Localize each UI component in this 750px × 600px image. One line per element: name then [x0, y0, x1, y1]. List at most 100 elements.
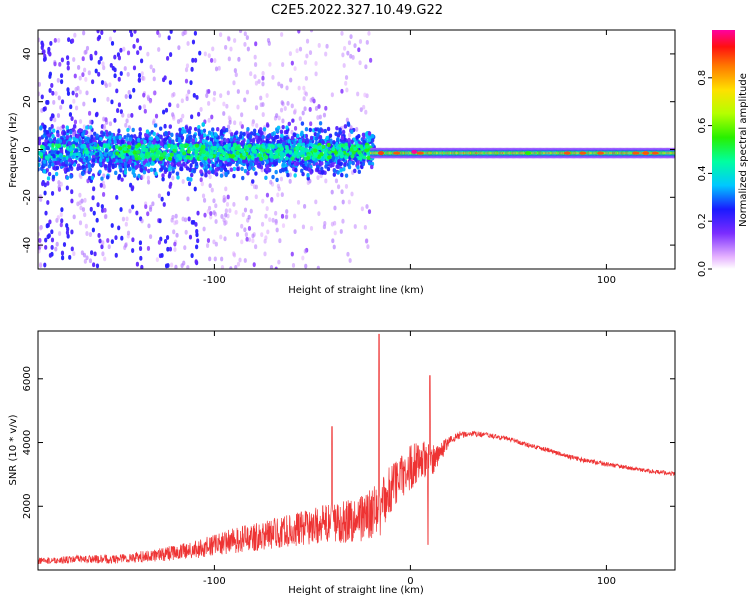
spectrogram-cell: [85, 156, 89, 161]
spectrogram-cell: [126, 71, 130, 77]
spectrogram-cell: [132, 173, 137, 178]
spectrogram-cell: [50, 113, 55, 119]
spectrogram-cell: [85, 130, 89, 135]
spectrogram-cell: [70, 246, 74, 252]
spectrogram-cell: [189, 146, 194, 152]
spectrogram-cell: [156, 144, 160, 150]
spectrogram-cell: [61, 124, 65, 129]
spectrogram-cell: [194, 143, 200, 148]
spectrogram-cell: [326, 142, 331, 148]
spectrogram-cell: [676, 148, 679, 159]
spectrogram-cell: [65, 230, 70, 235]
spectrogram-cell: [284, 214, 289, 220]
spectrogram-cell: [170, 161, 174, 167]
spectrogram-cell: [304, 75, 308, 81]
spectrogram-cell: [58, 231, 62, 236]
spectrogram-cell: [137, 173, 141, 179]
spectrogram-cell: [265, 138, 269, 144]
spectrogram-cell: [65, 223, 69, 228]
spectrogram-cell: [229, 167, 234, 172]
spectrogram-cell: [43, 190, 47, 196]
spectrogram-cell: [144, 204, 148, 210]
spectrogram-cell: [281, 124, 285, 130]
spectrogram-cell: [81, 164, 85, 169]
spectrogram-cell: [287, 160, 292, 165]
spectrogram-cell: [121, 161, 125, 167]
spectrogram-cell: [54, 171, 59, 177]
colorbar-scale: [712, 30, 735, 269]
spectrogram-cell: [324, 105, 328, 111]
y-tick-label: 20: [22, 95, 33, 108]
spectrogram-cell: [214, 219, 218, 224]
spectrogram-cell: [100, 146, 105, 152]
spectrogram-cell: [105, 119, 109, 125]
spectrogram-cell: [154, 171, 158, 176]
spectrogram-cell: [47, 171, 52, 177]
spectrogram-cell: [101, 61, 105, 67]
spectrogram-cell: [224, 186, 228, 192]
spectrogram-cell: [163, 238, 168, 244]
spectrogram-cell: [184, 125, 189, 130]
spectrogram-cell: [122, 46, 126, 52]
spectrogram-cell: [48, 137, 53, 142]
spectrogram-cell: [126, 230, 131, 236]
spectrogram-cell: [42, 159, 47, 164]
spectrogram-cell: [190, 219, 194, 225]
spectrogram-cell: [351, 150, 356, 155]
spectrogram-cell: [355, 127, 359, 132]
spectrogram-cell: [85, 45, 90, 51]
spectrogram-cell: [280, 213, 285, 219]
spectrogram-cell: [254, 41, 258, 47]
spectrogram-cell: [126, 50, 131, 56]
spectrogram-cell: [86, 159, 90, 165]
spectrogram-cell: [112, 30, 117, 33]
spectrogram-cell: [102, 143, 107, 149]
spectrogram-cell: [353, 224, 357, 229]
x-tick-label: -100: [203, 275, 226, 286]
spectrogram-cell: [113, 73, 117, 79]
spectrogram-cell: [344, 75, 349, 80]
spectrogram-cell: [116, 108, 120, 113]
colorbar-tick-label: 0.4: [697, 165, 708, 181]
spectrogram-cell: [113, 117, 117, 123]
spectrogram-cell: [348, 132, 352, 138]
spectrogram-cell: [194, 221, 198, 227]
spectrogram-cell: [223, 144, 228, 149]
spectrogram-cell: [214, 203, 218, 209]
spectrogram-cell: [100, 153, 104, 159]
spectrogram-cell: [252, 128, 257, 134]
spectrogram-cell: [184, 229, 188, 235]
spectrogram-cell: [314, 61, 318, 66]
spectrogram-cell: [107, 244, 111, 250]
spectrogram-cell: [152, 90, 156, 96]
spectrogram-cell: [295, 48, 299, 54]
spectrogram-cell: [83, 258, 87, 264]
spectrogram-cell: [210, 149, 214, 155]
spectrogram-cell: [346, 50, 350, 56]
spectrogram-cell: [213, 256, 217, 262]
snr-y-label: SNR (10 * v/v): [8, 414, 19, 485]
spectrogram-cell: [226, 124, 231, 130]
spectrogram-cell: [279, 176, 284, 182]
spectrogram-cell: [321, 140, 325, 145]
spectrogram-cell: [246, 127, 250, 132]
spectrogram-cell: [253, 62, 258, 67]
colorbar-tick-label: 0.2: [697, 213, 708, 229]
spectrogram-cell: [199, 169, 203, 174]
spectrogram-cell: [213, 58, 217, 63]
spectrogram-cell: [338, 130, 342, 135]
spectrogram-cell: [347, 142, 351, 147]
spectrogram-cell: [293, 126, 298, 131]
spectrogram-cell: [166, 246, 170, 252]
spectrogram-cell: [208, 166, 213, 172]
spectrogram-cell: [74, 105, 79, 111]
spectrogram-cell: [340, 30, 344, 36]
spectrogram-cell: [340, 143, 345, 148]
spectrogram-cell: [44, 142, 48, 147]
spectrogram-cell: [350, 154, 355, 159]
spectrogram-cell: [174, 213, 178, 219]
spectrogram-cell: [249, 208, 253, 214]
spectrogram-cell: [247, 143, 252, 148]
spectrogram-cell: [277, 158, 282, 164]
spectrogram-cell: [99, 56, 103, 61]
